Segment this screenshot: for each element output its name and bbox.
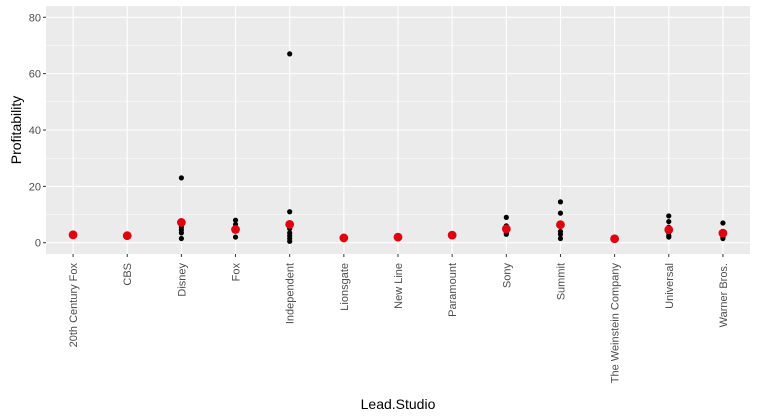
data-point bbox=[287, 209, 293, 215]
mean-point bbox=[610, 234, 620, 244]
mean-point bbox=[447, 230, 457, 240]
mean-point bbox=[285, 220, 295, 229]
x-tick-label: Lionsgate bbox=[339, 263, 351, 311]
data-point bbox=[287, 238, 293, 244]
data-point bbox=[557, 231, 564, 237]
data-point bbox=[178, 230, 184, 236]
x-tick-label: Universal bbox=[664, 263, 676, 309]
mean-points bbox=[68, 218, 728, 244]
y-axis-title: Profitability bbox=[8, 96, 24, 164]
mean-point bbox=[501, 224, 511, 234]
data-point bbox=[178, 235, 184, 242]
data-point bbox=[666, 213, 672, 219]
y-tick-label: 40 bbox=[29, 125, 41, 137]
x-tick-label: Disney bbox=[176, 263, 188, 297]
y-tick-label: 0 bbox=[35, 238, 41, 250]
x-axis-title: Lead.Studio bbox=[361, 396, 436, 412]
data-point bbox=[178, 175, 184, 181]
mean-point bbox=[664, 225, 674, 235]
data-point bbox=[503, 214, 509, 220]
x-tick-label: The Weinstein Company bbox=[610, 263, 622, 384]
x-tick-label: Independent bbox=[285, 263, 297, 324]
x-tick-label: Paramount bbox=[447, 263, 459, 317]
x-tick-label: Fox bbox=[231, 263, 243, 282]
data-point bbox=[287, 51, 293, 57]
data-point bbox=[232, 217, 239, 223]
data-point bbox=[557, 199, 564, 205]
mean-point bbox=[122, 231, 132, 241]
x-tick-label: New Line bbox=[393, 263, 405, 309]
y-tick-label: 60 bbox=[29, 69, 41, 81]
mean-point bbox=[393, 232, 403, 242]
mean-point bbox=[339, 233, 349, 243]
data-point bbox=[557, 210, 564, 216]
mean-point bbox=[556, 220, 565, 230]
data-point bbox=[666, 234, 672, 240]
mean-point bbox=[718, 228, 728, 238]
x-axis-ticks: 20th Century Fox CBS Disney Fox Independent L… bbox=[68, 254, 730, 383]
data-point bbox=[720, 220, 726, 226]
data-point bbox=[557, 235, 564, 242]
mean-point bbox=[231, 225, 240, 234]
data-point bbox=[666, 218, 672, 225]
x-tick-label: Summit bbox=[555, 263, 567, 300]
mean-point bbox=[68, 230, 78, 240]
x-tick-label: 20th Century Fox bbox=[68, 263, 80, 348]
y-axis-ticks: 0 20 40 60 80 bbox=[29, 12, 46, 250]
y-tick-label: 80 bbox=[29, 12, 41, 24]
mean-point bbox=[176, 218, 186, 227]
x-tick-label: CBS bbox=[122, 263, 134, 286]
x-tick-label: Sony bbox=[501, 263, 513, 289]
data-point bbox=[232, 234, 239, 240]
y-tick-label: 20 bbox=[29, 181, 41, 193]
x-tick-label: Warner Bros. bbox=[718, 263, 730, 327]
